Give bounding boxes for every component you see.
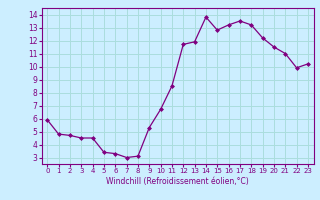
X-axis label: Windchill (Refroidissement éolien,°C): Windchill (Refroidissement éolien,°C)	[106, 177, 249, 186]
